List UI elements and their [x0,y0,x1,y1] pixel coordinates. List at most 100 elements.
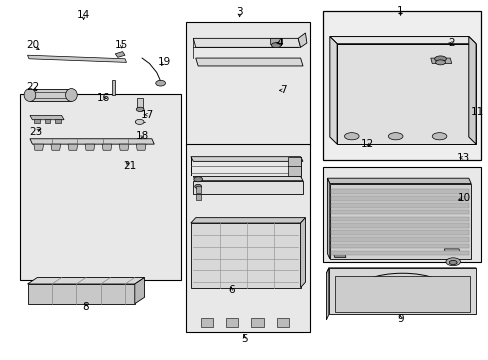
Ellipse shape [194,184,201,189]
Ellipse shape [135,120,144,125]
Polygon shape [85,144,95,150]
Bar [330,217,468,221]
Text: 16: 16 [96,93,109,103]
Bar [195,194,200,200]
Text: 23: 23 [29,127,42,136]
Text: 8: 8 [82,302,89,312]
Polygon shape [30,116,64,120]
Polygon shape [102,144,112,150]
Polygon shape [328,268,475,315]
Bar [276,318,288,327]
Polygon shape [193,181,303,194]
Bar [20,94,181,280]
Polygon shape [51,144,61,150]
Polygon shape [27,284,135,304]
Bar [34,119,40,123]
Text: 6: 6 [227,285,234,296]
Polygon shape [327,178,470,184]
Bar [330,237,468,242]
Text: 10: 10 [456,193,469,203]
Text: 18: 18 [135,131,148,141]
Polygon shape [190,157,303,161]
Bar [330,210,468,215]
Text: 12: 12 [360,139,373,149]
Text: 17: 17 [140,110,153,120]
Ellipse shape [136,107,144,112]
Ellipse shape [445,258,460,266]
Polygon shape [326,268,328,320]
Ellipse shape [193,177,202,182]
Bar [269,38,282,44]
Ellipse shape [448,260,456,265]
Polygon shape [329,37,475,44]
Polygon shape [195,58,303,66]
Text: 13: 13 [456,153,469,163]
Polygon shape [115,51,125,57]
Bar [330,244,468,248]
Polygon shape [136,144,146,150]
Polygon shape [288,157,300,177]
Ellipse shape [24,89,36,102]
Text: 9: 9 [396,314,403,324]
Text: 5: 5 [241,333,247,343]
Polygon shape [193,176,303,181]
Bar [330,251,468,255]
Polygon shape [68,144,78,150]
Ellipse shape [435,60,445,65]
Polygon shape [444,249,459,253]
Bar [112,80,115,95]
Text: 4: 4 [276,38,283,48]
Polygon shape [27,55,126,62]
Polygon shape [119,144,129,150]
Polygon shape [30,89,71,101]
Text: 11: 11 [470,107,484,117]
Polygon shape [332,252,345,257]
Polygon shape [27,278,144,284]
Bar [330,224,468,228]
Polygon shape [329,184,470,259]
Polygon shape [190,223,300,288]
Bar [185,22,310,146]
Polygon shape [430,58,451,63]
Bar [195,186,200,193]
Bar [330,230,468,235]
Ellipse shape [431,133,446,140]
Bar [322,12,480,160]
Ellipse shape [387,133,402,140]
Bar [185,144,310,332]
Polygon shape [300,218,305,288]
Bar [55,119,61,123]
Text: 15: 15 [115,40,128,50]
Polygon shape [30,139,154,144]
Bar [330,196,468,201]
Polygon shape [34,144,43,150]
Text: 19: 19 [157,57,170,67]
Text: 7: 7 [280,85,286,95]
Text: 22: 22 [26,82,39,93]
Bar [200,318,212,327]
Ellipse shape [344,133,358,140]
Ellipse shape [271,42,281,48]
Bar [322,167,480,262]
Polygon shape [327,178,329,259]
Ellipse shape [156,80,165,86]
Polygon shape [329,37,336,144]
Polygon shape [298,33,306,47]
Bar [330,189,468,194]
Polygon shape [336,44,475,144]
Text: 21: 21 [123,161,136,171]
Bar [251,318,263,327]
Polygon shape [190,218,305,223]
Text: 2: 2 [447,38,454,48]
Ellipse shape [434,56,446,62]
Bar [225,318,238,327]
Polygon shape [468,37,475,144]
Text: 1: 1 [396,6,403,16]
Ellipse shape [65,89,77,102]
Polygon shape [326,268,475,273]
Text: 14: 14 [77,10,90,20]
Bar [334,276,469,312]
Polygon shape [193,39,300,47]
Text: 3: 3 [236,7,243,17]
Bar [330,203,468,208]
